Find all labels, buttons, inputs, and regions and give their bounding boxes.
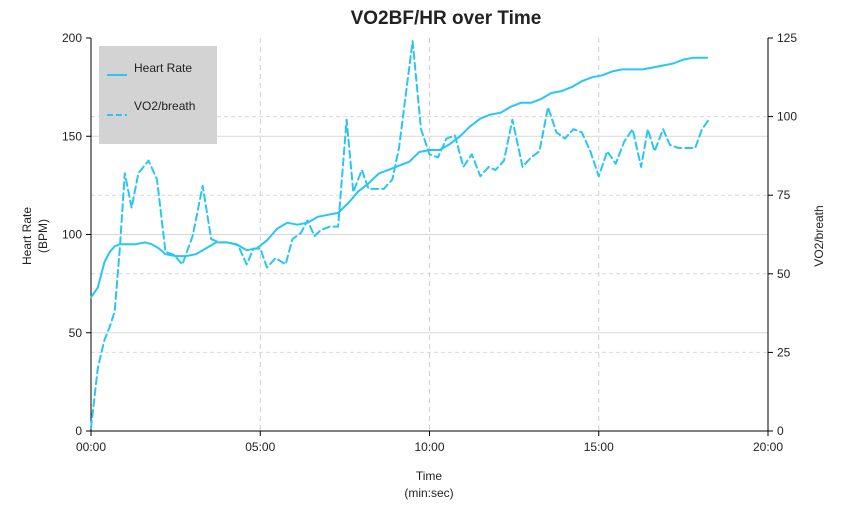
tick-labels: 00:00 05:00 10:00 15:00 20:00 0 50 100 150 200 0 25…	[62, 31, 797, 454]
x-tick-label-2: 10:00	[414, 440, 444, 454]
series-lines	[90, 40, 710, 429]
legend: Heart Rate VO2/breath	[99, 46, 217, 144]
x-axis-label: Time	[416, 469, 443, 483]
x-tick-label-3: 15:00	[584, 440, 614, 454]
y-left-tick-label-4: 200	[62, 31, 82, 45]
y-left-axis-label-line1: Heart Rate	[20, 207, 34, 265]
y-left-tick-label-1: 50	[69, 326, 83, 340]
x-axis-sublabel: (min:sec)	[404, 486, 453, 500]
y-left-tick-label-2: 100	[62, 228, 82, 242]
y-right-tick-label-1: 25	[777, 345, 791, 359]
y-right-tick-label-2: 50	[777, 267, 791, 281]
legend-background	[99, 46, 217, 144]
series-line-heart-rate	[90, 56, 709, 299]
y-left-tick-label-3: 150	[62, 129, 82, 143]
y-right-tick-label-0: 0	[777, 424, 784, 438]
y-right-tick-label-4: 100	[777, 110, 797, 124]
x-tick-label-1: 05:00	[245, 440, 275, 454]
x-tick-label-0: 00:00	[76, 440, 106, 454]
legend-label-heart-rate: Heart Rate	[134, 61, 192, 75]
y-right-tick-label-5: 125	[777, 31, 797, 45]
x-tick-label-4: 20:00	[753, 440, 783, 454]
y-left-axis-label-line2: (BPM)	[36, 219, 50, 253]
y-left-tick-label-0: 0	[75, 424, 82, 438]
legend-label-vo2-breath: VO2/breath	[134, 99, 195, 113]
series-line-vo2-breath	[90, 40, 710, 429]
y-right-tick-label-3: 75	[777, 188, 791, 202]
chart-title: VO2BF/HR over Time	[351, 8, 542, 29]
y-right-axis-label: VO2/breath	[812, 205, 826, 266]
